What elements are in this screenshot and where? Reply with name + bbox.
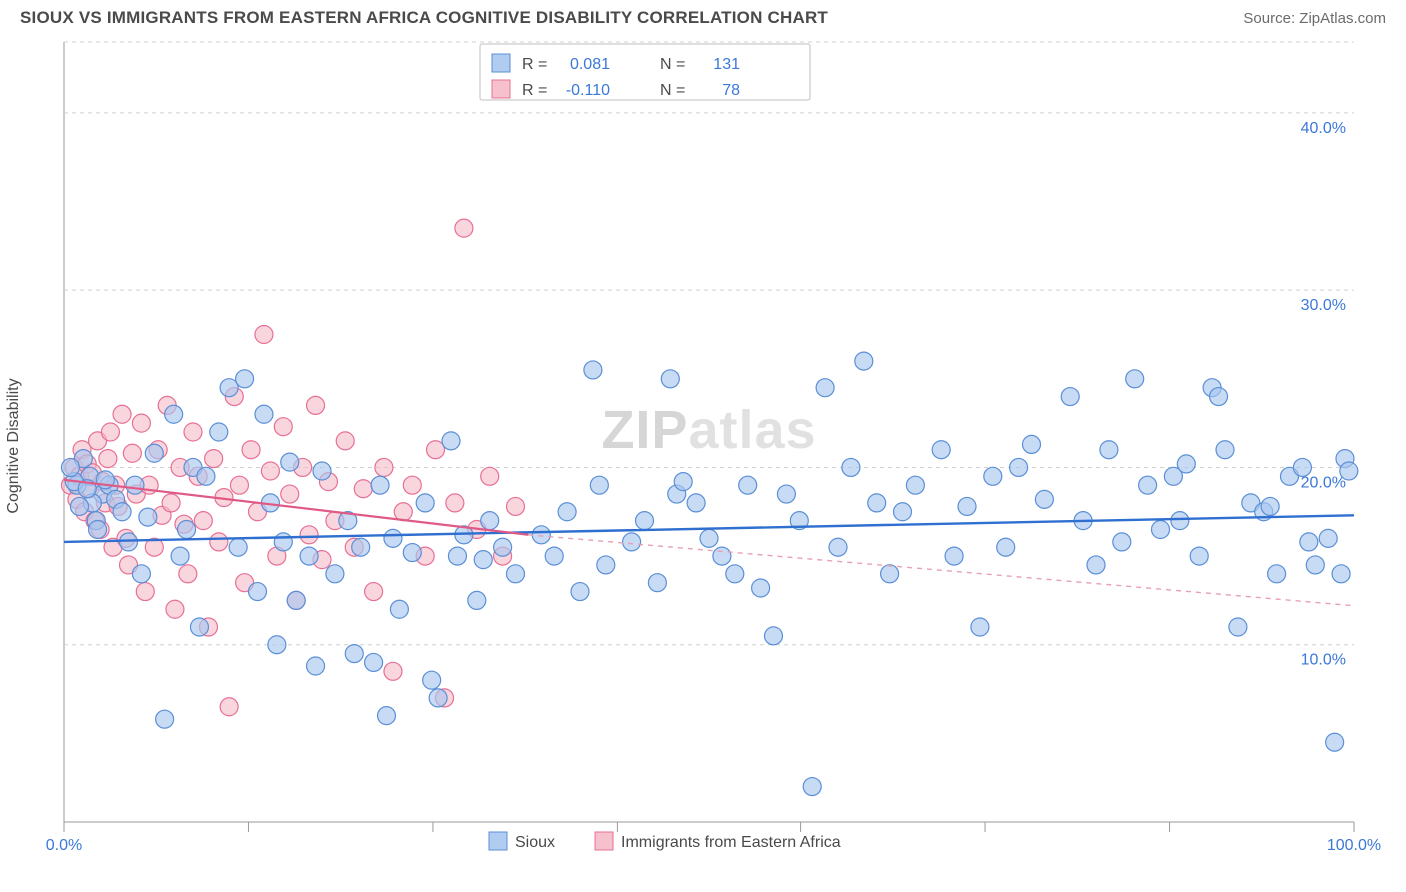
y-axis-label: Cognitive Disability (5, 378, 23, 513)
svg-text:Immigrants from Eastern Africa: Immigrants from Eastern Africa (621, 834, 841, 851)
chart-area: Cognitive Disability 10.0%20.0%30.0%40.0… (20, 36, 1386, 856)
svg-text:78: 78 (722, 82, 740, 99)
svg-text:N =: N = (660, 56, 685, 73)
source-label: Source: (1243, 10, 1299, 27)
svg-text:100.0%: 100.0% (1327, 837, 1381, 854)
svg-text:40.0%: 40.0% (1301, 120, 1346, 137)
svg-text:0.081: 0.081 (570, 56, 610, 73)
svg-text:Sioux: Sioux (515, 834, 555, 851)
svg-text:N =: N = (660, 82, 685, 99)
scatter-chart: 10.0% 20.0% 30.0% 40.0% ZIPatlas R = 0.081 N = 1… (20, 36, 1386, 856)
svg-text:R =: R = (522, 82, 547, 99)
svg-text:30.0%: 30.0% (1301, 297, 1346, 314)
svg-text:131: 131 (713, 56, 740, 73)
svg-text:20.0%: 20.0% (1301, 474, 1346, 491)
svg-text:-0.110: -0.110 (566, 82, 610, 99)
source: Source: ZipAtlas.com (1243, 10, 1386, 27)
svg-text:R =: R = (522, 56, 547, 73)
source-link[interactable]: ZipAtlas.com (1299, 10, 1386, 27)
svg-text:0.0%: 0.0% (46, 837, 82, 854)
title-bar: SIOUX VS IMMIGRANTS FROM EASTERN AFRICA … (0, 0, 1406, 32)
svg-text:10.0%: 10.0% (1301, 652, 1346, 669)
svg-text:ZIPatlas: ZIPatlas (601, 400, 816, 460)
chart-title: SIOUX VS IMMIGRANTS FROM EASTERN AFRICA … (20, 8, 828, 28)
